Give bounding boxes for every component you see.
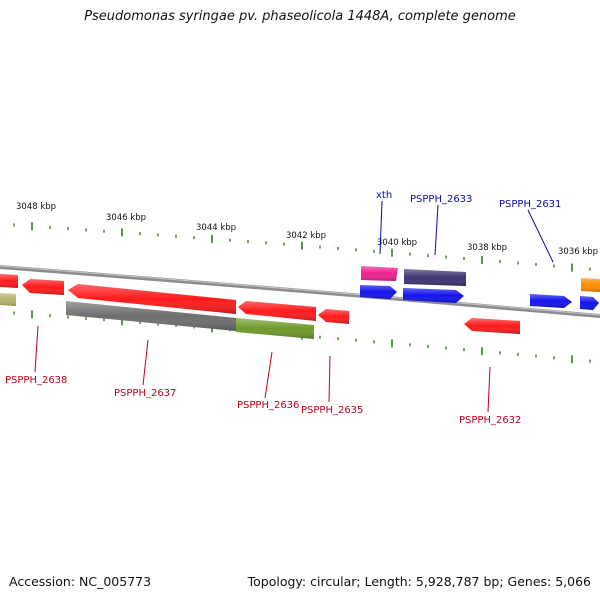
gene-label[interactable]: PSPPH_2631 (499, 199, 561, 210)
scale-label: 3038 kbp (467, 243, 507, 253)
gene-label[interactable]: PSPPH_2635 (301, 405, 363, 416)
leader-lines (34, 200, 554, 413)
scale-label: 3048 kbp (16, 202, 56, 212)
gene-blue-1[interactable] (360, 285, 397, 299)
gene-xth[interactable] (361, 266, 398, 281)
genome-backbone (0, 265, 600, 318)
gene-pspph-2635[interactable] (318, 309, 349, 324)
gene-label[interactable]: xth (376, 190, 392, 201)
gene-pspph-2631[interactable] (530, 294, 572, 308)
gene-pspph-2632[interactable] (464, 318, 520, 334)
gene-labels-reverse: PSPPH_2638 PSPPH_2637 PSPPH_2636 PSPPH_2… (5, 375, 521, 426)
forward-genes (360, 266, 600, 310)
scale-label: 3036 kbp (558, 247, 598, 257)
gene-red-long[interactable] (68, 284, 236, 314)
gene-pspph-2638[interactable] (22, 279, 64, 295)
gene-label[interactable]: PSPPH_2633 (410, 194, 472, 205)
gene-khaki-edge[interactable] (0, 293, 16, 306)
map-title: Pseudomonas syringae pv. phaseolicola 14… (84, 9, 516, 24)
genome-backbone-highlight (0, 265, 600, 316)
gene-labels-forward: xth PSPPH_2633 PSPPH_2631 (376, 190, 561, 210)
scale-labels: 3048 kbp 3046 kbp 3044 kbp 3042 kbp 3040… (16, 202, 598, 257)
gene-orange[interactable] (581, 278, 600, 292)
scale-label: 3042 kbp (286, 231, 326, 241)
gene-red-edge[interactable] (0, 274, 18, 288)
accession-text: Accession: NC_005773 (9, 574, 152, 589)
scale-label: 3046 kbp (106, 213, 146, 223)
gene-label[interactable]: PSPPH_2636 (237, 400, 299, 411)
scale-label: 3040 kbp (377, 238, 417, 248)
genome-summary-text: Topology: circular; Length: 5,928,787 bp… (247, 574, 591, 589)
reverse-genes (0, 274, 520, 339)
scale-ticks-top (13, 222, 591, 272)
gene-pspph-2636[interactable] (236, 318, 314, 339)
gene-red-mid[interactable] (238, 301, 316, 321)
scale-label: 3044 kbp (196, 223, 236, 233)
gene-pspph-2633[interactable] (404, 269, 466, 286)
gene-label[interactable]: PSPPH_2632 (459, 415, 521, 426)
gene-label[interactable]: PSPPH_2637 (114, 388, 176, 399)
gene-pspph-2637[interactable] (66, 301, 236, 331)
gene-blue-4[interactable] (580, 296, 599, 310)
gene-blue-2[interactable] (403, 288, 464, 303)
gene-label[interactable]: PSPPH_2638 (5, 375, 67, 386)
